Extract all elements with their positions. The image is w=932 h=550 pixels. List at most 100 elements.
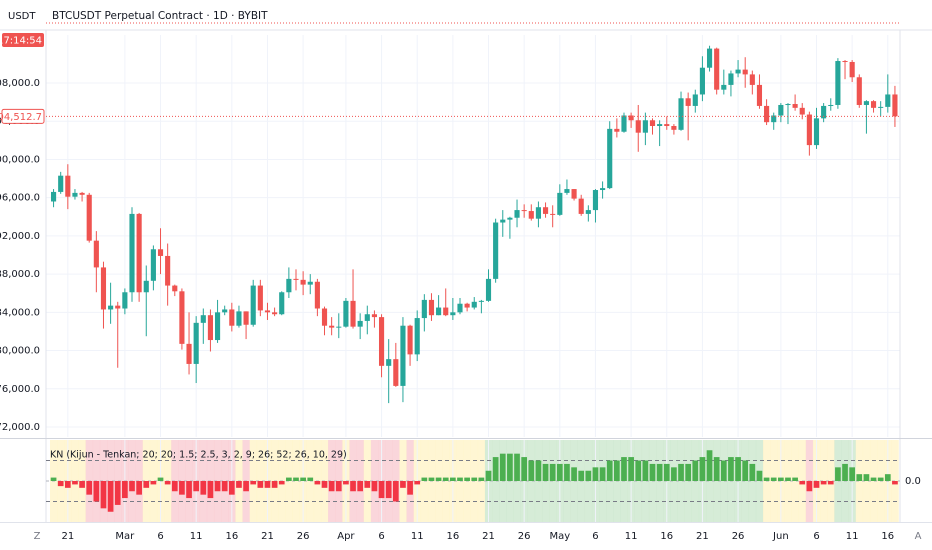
histogram-bar — [777, 477, 784, 481]
histogram-bar — [699, 457, 706, 481]
histogram-bar — [378, 481, 385, 499]
histogram-bar — [578, 470, 585, 481]
histogram-bar — [471, 477, 478, 481]
histogram-bar — [742, 460, 749, 481]
toolbar-button[interactable]: Z — [34, 531, 41, 542]
candle-body — [443, 307, 449, 316]
candle-body — [571, 189, 577, 199]
histogram-bar — [528, 460, 535, 481]
x-tick-label: 11 — [190, 531, 203, 542]
x-tick-label: 21 — [696, 531, 709, 542]
candle-body — [172, 285, 178, 292]
candle-body — [193, 322, 199, 364]
histogram-bar — [64, 481, 71, 488]
histogram-bar — [136, 481, 142, 495]
candle-body — [493, 222, 499, 279]
x-tick-label: 11 — [625, 531, 638, 542]
candle-body — [664, 124, 670, 126]
candle-body — [236, 311, 242, 326]
histogram-bar — [635, 460, 642, 481]
histogram-bar — [685, 463, 692, 481]
candle-body — [478, 300, 484, 302]
candle-body — [557, 192, 563, 215]
histogram-bar — [564, 463, 570, 481]
histogram-bar — [400, 481, 406, 488]
candle-body — [336, 326, 342, 328]
candle-body — [414, 318, 420, 355]
candle-body — [764, 105, 770, 123]
candle-body — [528, 211, 534, 219]
histogram-bar — [663, 463, 670, 481]
candle-body — [642, 120, 648, 133]
candle-body — [649, 120, 656, 126]
x-tick-label: 6 — [813, 531, 819, 542]
candle-body — [607, 128, 613, 189]
chart-title: BTCUSDT Perpetual Contract · 1D · BYBIT — [52, 10, 268, 22]
histogram-bar — [392, 481, 399, 502]
countdown: 17:14:54 — [0, 36, 42, 47]
candle-body — [321, 308, 328, 326]
y-tick-label: 80,000.0 — [0, 346, 40, 357]
histogram-bar — [606, 460, 613, 481]
histogram-bar — [785, 477, 791, 481]
candle-body — [464, 303, 470, 308]
candle-body — [179, 291, 185, 344]
histogram-bar — [535, 460, 542, 481]
candle-body — [671, 125, 677, 130]
candle-body — [436, 307, 442, 316]
candle-body — [122, 292, 128, 309]
histogram-bar — [150, 481, 157, 485]
x-tick-label: 16 — [446, 531, 459, 542]
histogram-bar — [335, 481, 342, 492]
histogram-bar — [792, 477, 798, 481]
candle-body — [870, 101, 877, 108]
histogram-bar — [678, 463, 684, 481]
histogram-bar — [735, 457, 741, 481]
candle-body — [721, 84, 727, 90]
x-tick-label: 21 — [61, 531, 74, 542]
histogram-bar — [621, 457, 627, 481]
candle-body — [79, 192, 85, 195]
histogram-bar — [799, 481, 806, 485]
x-tick-label: 26 — [297, 531, 310, 542]
histogram-bar — [827, 481, 834, 485]
histogram-bar — [549, 463, 556, 481]
histogram-bar — [236, 481, 242, 488]
x-tick-label: 6 — [157, 531, 163, 542]
toolbar-button[interactable]: A — [915, 531, 922, 542]
x-tick-label: 6 — [592, 531, 598, 542]
candle-body — [157, 249, 164, 256]
countdown-box — [2, 33, 44, 47]
candle-body — [407, 325, 413, 355]
histogram-bar — [507, 453, 513, 481]
candle-body — [471, 301, 477, 308]
histogram-bar — [129, 481, 135, 492]
histogram-bar — [143, 481, 150, 488]
histogram-bar — [186, 481, 192, 499]
candle-body — [257, 285, 263, 311]
histogram-bar — [179, 481, 185, 495]
histogram-bar — [122, 481, 128, 499]
candle-body — [264, 310, 271, 313]
histogram-bar — [278, 481, 285, 485]
x-tick-label: 21 — [482, 531, 495, 542]
histogram-bar — [478, 477, 485, 481]
histogram-bar — [556, 463, 563, 481]
histogram-bar — [221, 481, 228, 492]
candle-body — [806, 114, 812, 146]
candle-body — [657, 124, 663, 126]
candle-body — [813, 118, 820, 146]
candle-body — [842, 61, 848, 63]
histogram-bar — [193, 481, 200, 492]
candle-body — [692, 94, 698, 106]
histogram-bar — [328, 481, 335, 492]
x-tick-label: May — [549, 531, 570, 542]
y-tick-label: 92,000.0 — [0, 231, 40, 242]
histogram-bar — [157, 477, 164, 481]
x-tick-label: 21 — [261, 531, 274, 542]
histogram-bar — [614, 460, 620, 481]
candle-body — [614, 128, 620, 132]
candle-body — [371, 314, 377, 318]
y-tick-label: 88,000.0 — [0, 269, 40, 280]
histogram-bar — [79, 481, 85, 488]
